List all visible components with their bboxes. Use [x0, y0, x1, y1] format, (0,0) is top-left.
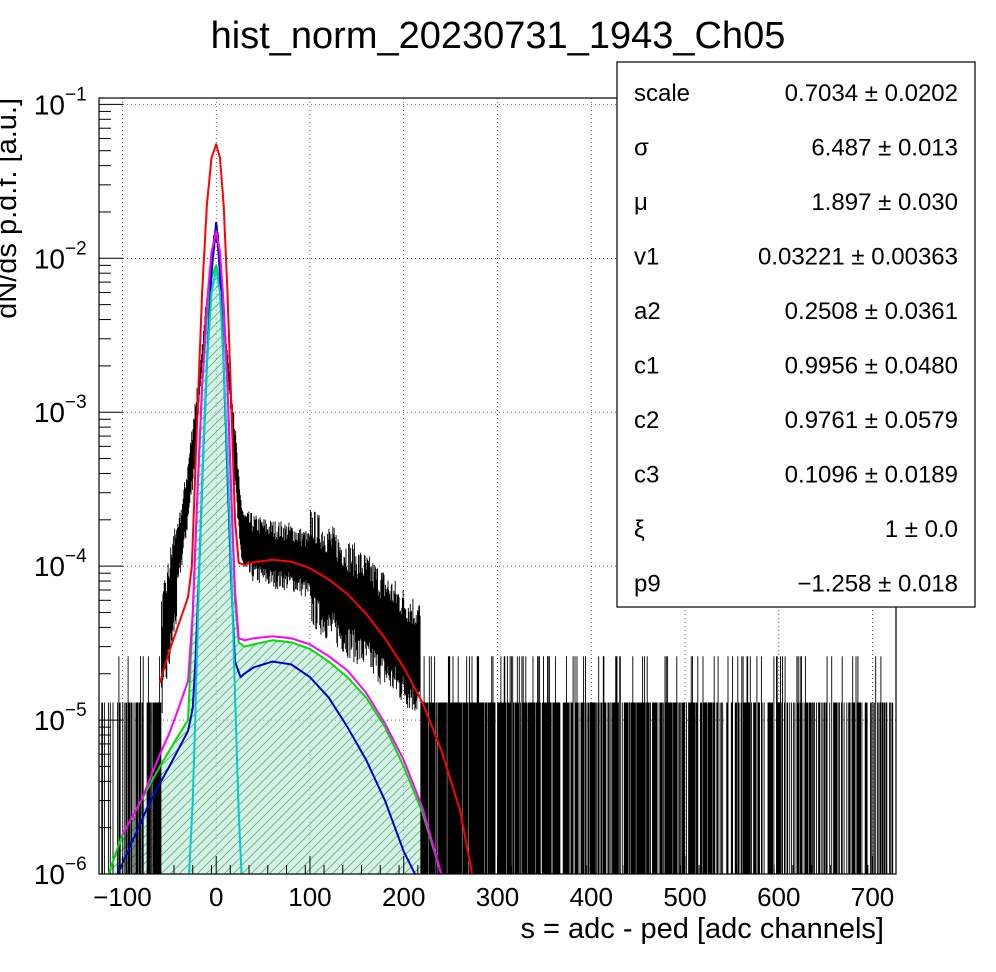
param-error: 0.0202: [885, 80, 958, 107]
param-error: 0.0480: [885, 353, 958, 380]
signal-hatch: [108, 265, 442, 874]
param-error: 0.018: [898, 571, 958, 598]
hatched-signal-area: [108, 265, 442, 874]
y-tick-exponent: −4: [65, 546, 87, 567]
param-error: 0.0361: [885, 298, 958, 325]
param-value: 0.03221 ± 0.00363: [758, 244, 958, 271]
param-value: 0.7034 ± 0.0202: [785, 80, 958, 107]
plus-minus-sign: ±: [858, 80, 885, 107]
param-name: a2: [634, 298, 661, 325]
param-value: 1 ± 0.0: [885, 516, 958, 543]
param-name: μ: [634, 189, 648, 216]
fit-curve-green: [107, 264, 443, 874]
plus-minus-sign: ±: [871, 189, 898, 216]
param-error: 0.00363: [871, 244, 958, 271]
y-tick-exponent: −3: [65, 392, 87, 413]
y-axis-label: dN/ds p.d.f. [a.u.]: [0, 98, 23, 319]
param-name: σ: [634, 135, 649, 162]
x-tick-label: 700: [851, 882, 894, 912]
param-name: c1: [634, 353, 659, 380]
param-name: c2: [634, 407, 659, 434]
param-value-number: 0.7034: [785, 80, 858, 107]
x-tick-label: 300: [476, 882, 519, 912]
y-tick-label: 10: [34, 397, 65, 428]
x-axis: −100 0 100 200 300 400 500 600 700: [93, 856, 894, 912]
x-tick-label: 400: [570, 882, 613, 912]
y-tick-label: 10: [34, 243, 65, 274]
param-name: scale: [634, 80, 690, 107]
x-tick-label: −100: [93, 882, 152, 912]
param-error: 0.0189: [885, 462, 958, 489]
chart-title: hist_norm_20230731_1943_Ch05: [211, 15, 786, 57]
param-value-number: 0.03221: [758, 244, 845, 271]
plus-minus-sign: ±: [858, 462, 885, 489]
param-value: 0.1096 ± 0.0189: [785, 462, 958, 489]
param-value: 0.9761 ± 0.0579: [785, 407, 958, 434]
x-tick-label: 500: [663, 882, 706, 912]
plus-minus-sign: ±: [845, 244, 872, 271]
param-error: 0.0579: [885, 407, 958, 434]
param-value-number: 0.2508: [785, 298, 858, 325]
param-error: 0.0: [925, 516, 958, 543]
x-tick-label: 600: [757, 882, 800, 912]
param-name: p9: [634, 571, 661, 598]
x-tick-label: 0: [209, 882, 223, 912]
fit-curve-magenta: [121, 230, 443, 874]
param-name: ξ: [634, 516, 645, 543]
plus-minus-sign: ±: [858, 407, 885, 434]
fit-curves: [107, 143, 474, 874]
y-tick-label: 10: [34, 705, 65, 736]
y-tick-exponent: −2: [65, 238, 87, 259]
param-value-number: 0.1096: [785, 462, 858, 489]
plus-minus-sign: ±: [871, 135, 898, 162]
plus-minus-sign: ±: [858, 353, 885, 380]
param-value-number: 1: [885, 516, 898, 543]
param-value: 6.487 ± 0.013: [811, 135, 958, 162]
y-tick-exponent: −5: [65, 700, 87, 721]
param-error: 0.013: [898, 135, 958, 162]
y-tick-label: 10: [34, 89, 65, 120]
y-axis: 10−610−510−410−310−210−1: [34, 84, 123, 890]
param-name: v1: [634, 244, 659, 271]
y-tick-exponent: −1: [65, 84, 87, 105]
param-value-number: 0.9956: [785, 353, 858, 380]
param-value: 0.9956 ± 0.0480: [785, 353, 958, 380]
plus-minus-sign: ±: [871, 571, 898, 598]
y-tick-label: 10: [34, 859, 65, 890]
plus-minus-sign: ±: [898, 516, 925, 543]
fit-curve-red: [158, 143, 474, 874]
plus-minus-sign: ±: [858, 298, 885, 325]
y-tick-exponent: −6: [65, 854, 87, 875]
fit-curve-cyan: [188, 268, 243, 874]
param-value-number: 6.487: [811, 135, 871, 162]
x-axis-label: s = adc - ped [adc channels]: [520, 913, 884, 945]
param-value-number: 1.897: [811, 189, 871, 216]
param-value: −1.258 ± 0.018: [797, 571, 958, 598]
param-error: 0.030: [898, 189, 958, 216]
fit-parameters-box: scale 0.7034 ± 0.0202 σ 6.487 ± 0.013 μ 1.897…: [616, 61, 976, 608]
y-tick-label: 10: [34, 551, 65, 582]
fit-curve-blue: [116, 221, 416, 874]
param-value: 1.897 ± 0.030: [811, 189, 958, 216]
param-value-number: −1.258: [797, 571, 871, 598]
x-tick-label: 200: [382, 882, 425, 912]
param-value-number: 0.9761: [785, 407, 858, 434]
param-value: 0.2508 ± 0.0361: [785, 298, 958, 325]
param-name: c3: [634, 462, 659, 489]
x-tick-label: 100: [288, 882, 331, 912]
